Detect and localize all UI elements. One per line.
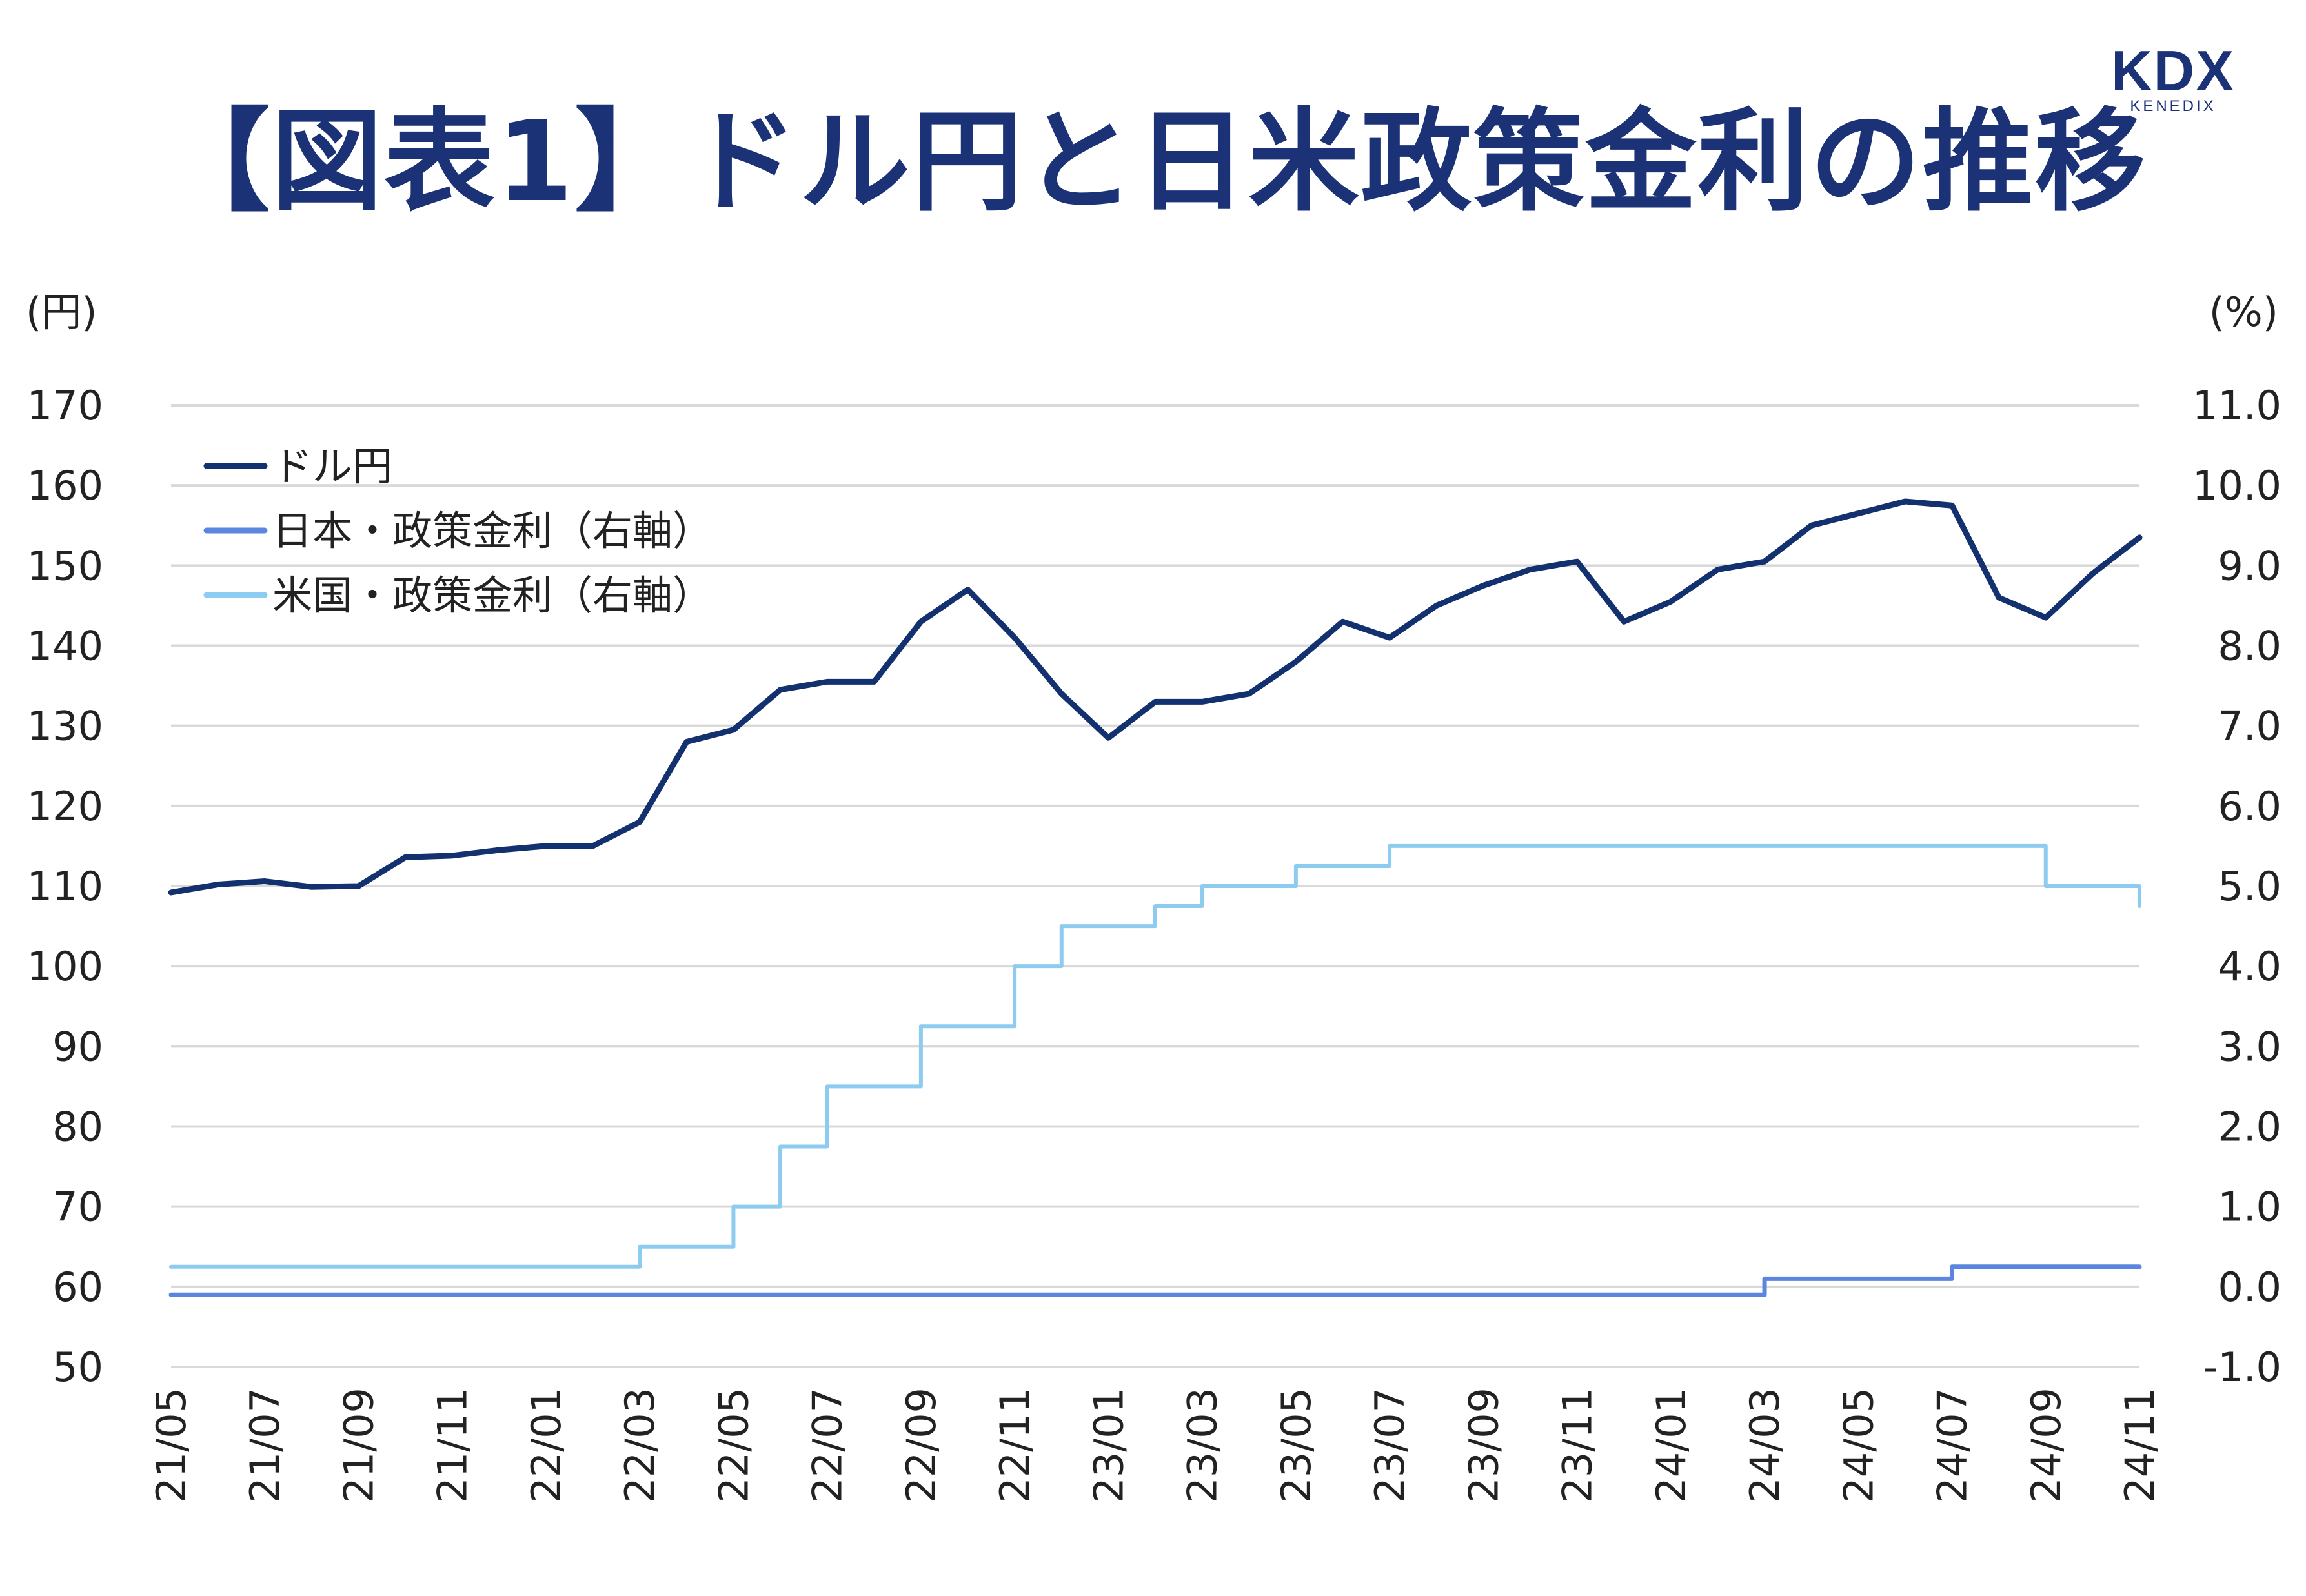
right-tick-label: 6.0 [2218, 783, 2281, 830]
right-tick-label: 7.0 [2218, 703, 2281, 750]
x-tick-label: 22/09 [898, 1388, 945, 1503]
left-axis-unit-label: (円) [26, 288, 97, 336]
x-tick-label: 24/07 [1929, 1388, 1976, 1503]
left-tick-label: 160 [27, 462, 103, 509]
left-tick-label: 110 [27, 863, 103, 910]
x-tick-label: 23/09 [1460, 1388, 1507, 1503]
series-line-1 [168, 1264, 2142, 1297]
x-tick-label: 24/03 [1741, 1388, 1788, 1503]
chart-title: 【図表1】ドル円と日米政策金利の推移 [159, 97, 2147, 227]
right-tick-label: 5.0 [2218, 863, 2281, 910]
x-tick-label: 23/03 [1179, 1388, 1226, 1503]
x-tick-label: 23/05 [1273, 1388, 1320, 1503]
right-axis-unit-label: (%) [2209, 288, 2278, 336]
logo-subtext: KENEDIX [2130, 97, 2216, 115]
x-tick-label: 22/07 [804, 1388, 851, 1503]
x-tick-label: 22/05 [710, 1388, 757, 1503]
legend-label: 日本・政策金利（右軸） [272, 507, 713, 554]
right-tick-label: 2.0 [2218, 1104, 2281, 1151]
right-tick-label: 11.0 [2192, 382, 2281, 429]
x-tick-label: 24/09 [2023, 1388, 2070, 1503]
right-tick-label: -1.0 [2203, 1344, 2281, 1391]
right-tick-label: 9.0 [2218, 542, 2281, 589]
x-tick-label: 22/01 [523, 1388, 570, 1503]
x-tick-label: 23/01 [1085, 1388, 1132, 1503]
x-tick-label: 23/07 [1366, 1388, 1413, 1503]
left-tick-label: 90 [52, 1023, 103, 1070]
legend-label: 米国・政策金利（右軸） [272, 572, 713, 619]
x-tick-label: 21/07 [241, 1388, 288, 1503]
right-tick-label: 8.0 [2218, 623, 2281, 670]
x-tick-label: 21/09 [335, 1388, 382, 1503]
left-tick-label: 140 [27, 623, 103, 670]
right-tick-label: 10.0 [2192, 462, 2281, 509]
gridlines [171, 404, 2139, 1368]
left-axis-ticks: 50 60 70 80 90 100 110 120 130 140 150 160 170 [27, 382, 103, 1391]
series-layer [168, 498, 2143, 1297]
right-axis-ticks: -1.0 0.0 1.0 2.0 3.0 4.0 5.0 6.0 7.0 8.0 9.0 10.0 11… [2192, 382, 2281, 1391]
left-tick-label: 50 [52, 1344, 103, 1391]
left-tick-label: 120 [27, 783, 103, 830]
left-tick-label: 60 [52, 1264, 103, 1311]
left-tick-label: 170 [27, 382, 103, 429]
series-line-0 [168, 498, 2143, 896]
x-tick-label: 22/11 [991, 1388, 1038, 1503]
left-tick-label: 70 [52, 1184, 103, 1231]
left-tick-label: 80 [52, 1104, 103, 1151]
logo-text: KDX [2111, 44, 2235, 103]
right-tick-label: 3.0 [2218, 1023, 2281, 1070]
x-axis-ticks: 21/05 21/07 21/09 21/11 22/01 22/03 22/05 22/07… [148, 1388, 2163, 1503]
left-tick-label: 100 [27, 943, 103, 990]
right-tick-label: 1.0 [2218, 1184, 2281, 1231]
kdx-logo: KDX KENEDIX [2111, 44, 2235, 115]
legend-label: ドル円 [272, 443, 392, 490]
x-tick-label: 21/05 [148, 1388, 195, 1503]
x-tick-label: 24/05 [1835, 1388, 1882, 1503]
x-tick-label: 24/01 [1648, 1388, 1695, 1503]
left-tick-label: 130 [27, 703, 103, 750]
x-tick-label: 24/11 [2116, 1388, 2163, 1503]
series-line-2 [169, 843, 2141, 1269]
x-tick-label: 23/11 [1554, 1388, 1601, 1503]
x-tick-label: 21/11 [429, 1388, 476, 1503]
left-tick-label: 150 [27, 542, 103, 589]
right-tick-label: 0.0 [2218, 1264, 2281, 1311]
x-tick-label: 22/03 [616, 1388, 663, 1503]
right-tick-label: 4.0 [2218, 943, 2281, 990]
